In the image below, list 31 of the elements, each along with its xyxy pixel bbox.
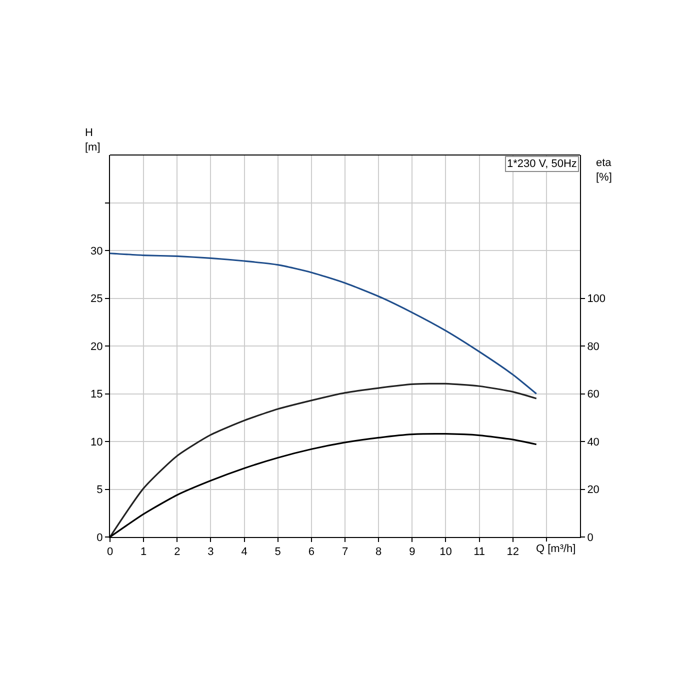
annotation: 1*230 V, 50Hz <box>507 158 577 170</box>
line-series <box>110 252 538 395</box>
y-axis-title: H [m] <box>85 127 100 154</box>
y-tick-label: 5 <box>96 484 103 496</box>
x-tick-label: 4 <box>241 546 248 558</box>
y-tick-label: 0 <box>96 532 103 544</box>
y2-tick-label: 80 <box>587 340 600 353</box>
x-tick-label: 9 <box>409 546 416 558</box>
x-tick-label: 11 <box>474 546 485 558</box>
y-tick-label: 15 <box>90 388 103 401</box>
x-tick-label: 8 <box>376 546 382 558</box>
y-tick-label: 30 <box>90 245 103 258</box>
x-tick-label: 1 <box>140 546 147 558</box>
y2-tick-label: 40 <box>587 436 600 448</box>
y2-tick-label: 0 <box>587 532 594 544</box>
y-tick-label: 25 <box>90 293 103 306</box>
y-tick-label: 20 <box>90 340 103 353</box>
x-tick-label: 7 <box>342 546 348 558</box>
y-tick-label: 10 <box>90 436 103 448</box>
y2-tick-label: 100 <box>587 293 606 306</box>
y2-tick-label: 20 <box>587 484 600 496</box>
x-tick-label: 10 <box>440 546 452 558</box>
y2-tick-label: 60 <box>587 388 600 401</box>
x-tick-label: 3 <box>208 546 214 558</box>
x-tick-label: 5 <box>274 546 281 558</box>
x-tick-label: 12 <box>506 546 519 558</box>
x-tick-label: 0 <box>106 546 114 558</box>
x-tick-label: 2 <box>174 546 180 558</box>
x-axis-title: Q [m³/h] <box>536 543 576 555</box>
y2-axis-title: eta [%] <box>596 157 612 184</box>
x-tick-label: 6 <box>308 546 314 558</box>
